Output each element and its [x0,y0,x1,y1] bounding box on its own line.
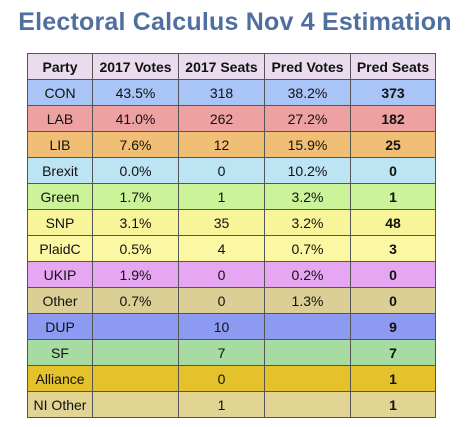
party-cell: Alliance [27,365,93,392]
seats-2017-cell: 0 [178,261,265,288]
pred-votes-cell: 10.2% [264,157,351,184]
table-row: UKIP 1.9% 0 0.2% 0 [27,261,436,288]
seats-2017-cell: 35 [178,209,265,236]
table-row: LAB 41.0% 262 27.2% 182 [27,105,436,132]
pred-seats-cell: 1 [350,183,436,210]
votes-2017-cell: 43.5% [92,79,179,106]
pred-seats-cell: 0 [350,287,436,314]
pred-seats-cell: 182 [350,105,436,132]
pred-seats-cell: 1 [350,365,436,392]
estimation-table: Party 2017 Votes 2017 Seats Pred Votes P… [27,53,436,418]
pred-votes-cell: 27.2% [264,105,351,132]
header-2017-seats: 2017 Seats [178,53,265,80]
party-cell: SNP [27,209,93,236]
pred-votes-cell: 38.2% [264,79,351,106]
table-row: DUP 10 9 [27,313,436,340]
votes-2017-cell: 3.1% [92,209,179,236]
votes-2017-cell: 0.5% [92,235,179,262]
pred-seats-cell: 48 [350,209,436,236]
pred-votes-cell [264,313,351,340]
pred-votes-cell [264,391,351,418]
party-cell: SF [27,339,93,366]
votes-2017-cell [92,391,179,418]
party-cell: DUP [27,313,93,340]
seats-2017-cell: 1 [178,391,265,418]
header-row: Party 2017 Votes 2017 Seats Pred Votes P… [27,53,436,80]
votes-2017-cell [92,365,179,392]
party-cell: Brexit [27,157,93,184]
party-cell: CON [27,79,93,106]
votes-2017-cell: 1.9% [92,261,179,288]
seats-2017-cell: 1 [178,183,265,210]
votes-2017-cell: 41.0% [92,105,179,132]
party-cell: Other [27,287,93,314]
pred-votes-cell: 3.2% [264,209,351,236]
votes-2017-cell [92,313,179,340]
seats-2017-cell: 10 [178,313,265,340]
party-cell: LAB [27,105,93,132]
seats-2017-cell: 4 [178,235,265,262]
table-row: NI Other 1 1 [27,391,436,418]
party-cell: PlaidC [27,235,93,262]
pred-seats-cell: 373 [350,79,436,106]
table-row: LIB 7.6% 12 15.9% 25 [27,131,436,158]
pred-votes-cell: 1.3% [264,287,351,314]
votes-2017-cell [92,339,179,366]
party-cell: LIB [27,131,93,158]
table-row: Brexit 0.0% 0 10.2% 0 [27,157,436,184]
pred-votes-cell [264,339,351,366]
seats-2017-cell: 7 [178,339,265,366]
header-pred-votes: Pred Votes [264,53,351,80]
seats-2017-cell: 318 [178,79,265,106]
party-cell: NI Other [27,391,93,418]
votes-2017-cell: 0.7% [92,287,179,314]
pred-votes-cell: 3.2% [264,183,351,210]
table-row: Green 1.7% 1 3.2% 1 [27,183,436,210]
table-row: Other 0.7% 0 1.3% 0 [27,287,436,314]
seats-2017-cell: 12 [178,131,265,158]
table-row: PlaidC 0.5% 4 0.7% 3 [27,235,436,262]
pred-votes-cell: 15.9% [264,131,351,158]
pred-seats-cell: 0 [350,261,436,288]
votes-2017-cell: 1.7% [92,183,179,210]
pred-seats-cell: 1 [350,391,436,418]
pred-votes-cell [264,365,351,392]
party-cell: Green [27,183,93,210]
pred-seats-cell: 3 [350,235,436,262]
party-cell: UKIP [27,261,93,288]
header-pred-seats: Pred Seats [350,53,436,80]
pred-seats-cell: 0 [350,157,436,184]
header-party: Party [27,53,93,80]
table-row: SNP 3.1% 35 3.2% 48 [27,209,436,236]
table-row: CON 43.5% 318 38.2% 373 [27,79,436,106]
seats-2017-cell: 262 [178,105,265,132]
table-row: SF 7 7 [27,339,436,366]
pred-seats-cell: 25 [350,131,436,158]
page-title: Electoral Calculus Nov 4 Estimation [18,8,452,36]
seats-2017-cell: 0 [178,287,265,314]
pred-votes-cell: 0.7% [264,235,351,262]
pred-seats-cell: 9 [350,313,436,340]
header-2017-votes: 2017 Votes [92,53,179,80]
pred-seats-cell: 7 [350,339,436,366]
seats-2017-cell: 0 [178,157,265,184]
votes-2017-cell: 7.6% [92,131,179,158]
seats-2017-cell: 0 [178,365,265,392]
pred-votes-cell: 0.2% [264,261,351,288]
table-row: Alliance 0 1 [27,365,436,392]
votes-2017-cell: 0.0% [92,157,179,184]
